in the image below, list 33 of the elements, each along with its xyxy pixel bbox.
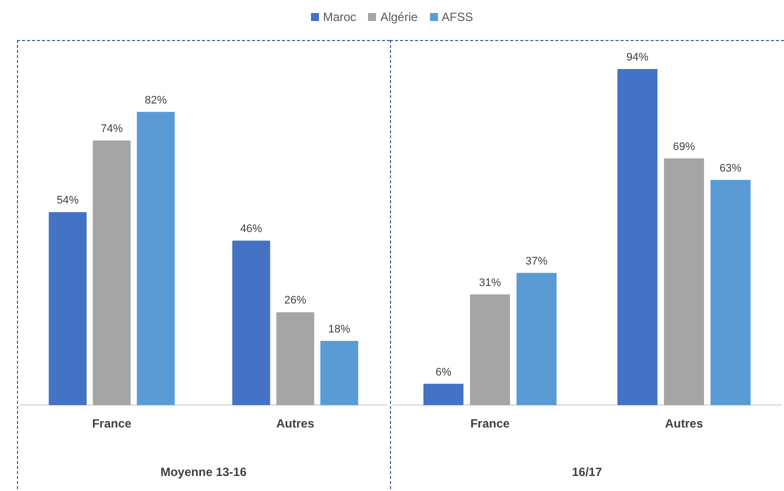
- bar: [470, 294, 510, 406]
- bar: [664, 158, 704, 406]
- bar: [516, 272, 557, 406]
- bar: [48, 212, 87, 406]
- data-label: 74%: [100, 123, 123, 136]
- data-label: 63%: [720, 162, 742, 174]
- bar: [276, 312, 314, 406]
- x-tick-label: Autres: [664, 416, 704, 431]
- bar: [617, 69, 658, 406]
- data-label: 31%: [478, 276, 502, 289]
- data-label: 94%: [626, 52, 649, 64]
- data-label: 37%: [526, 255, 548, 268]
- legend-label: Algérie: [380, 10, 418, 24]
- data-label: 82%: [144, 94, 168, 106]
- x-axis-title: Moyenne 13-16: [160, 465, 247, 480]
- bar: [320, 340, 358, 406]
- x-axis-title: 16/17: [572, 465, 602, 480]
- data-label: 18%: [328, 323, 351, 336]
- x-tick-label: France: [470, 416, 510, 431]
- legend-label: Maroc: [322, 10, 356, 24]
- x-tick-label: France: [92, 416, 132, 431]
- data-label: 69%: [672, 140, 696, 153]
- x-tick-label: Autres: [276, 416, 315, 431]
- bar: [136, 112, 175, 406]
- data-label: 54%: [56, 194, 79, 207]
- data-label: 6%: [435, 366, 452, 378]
- bar: [423, 384, 464, 406]
- bar: [710, 180, 751, 406]
- bar: [92, 140, 131, 406]
- data-label: 26%: [284, 294, 306, 307]
- legend-label: AFSS: [442, 10, 474, 24]
- bar: [232, 240, 270, 406]
- data-label: 46%: [240, 223, 262, 236]
